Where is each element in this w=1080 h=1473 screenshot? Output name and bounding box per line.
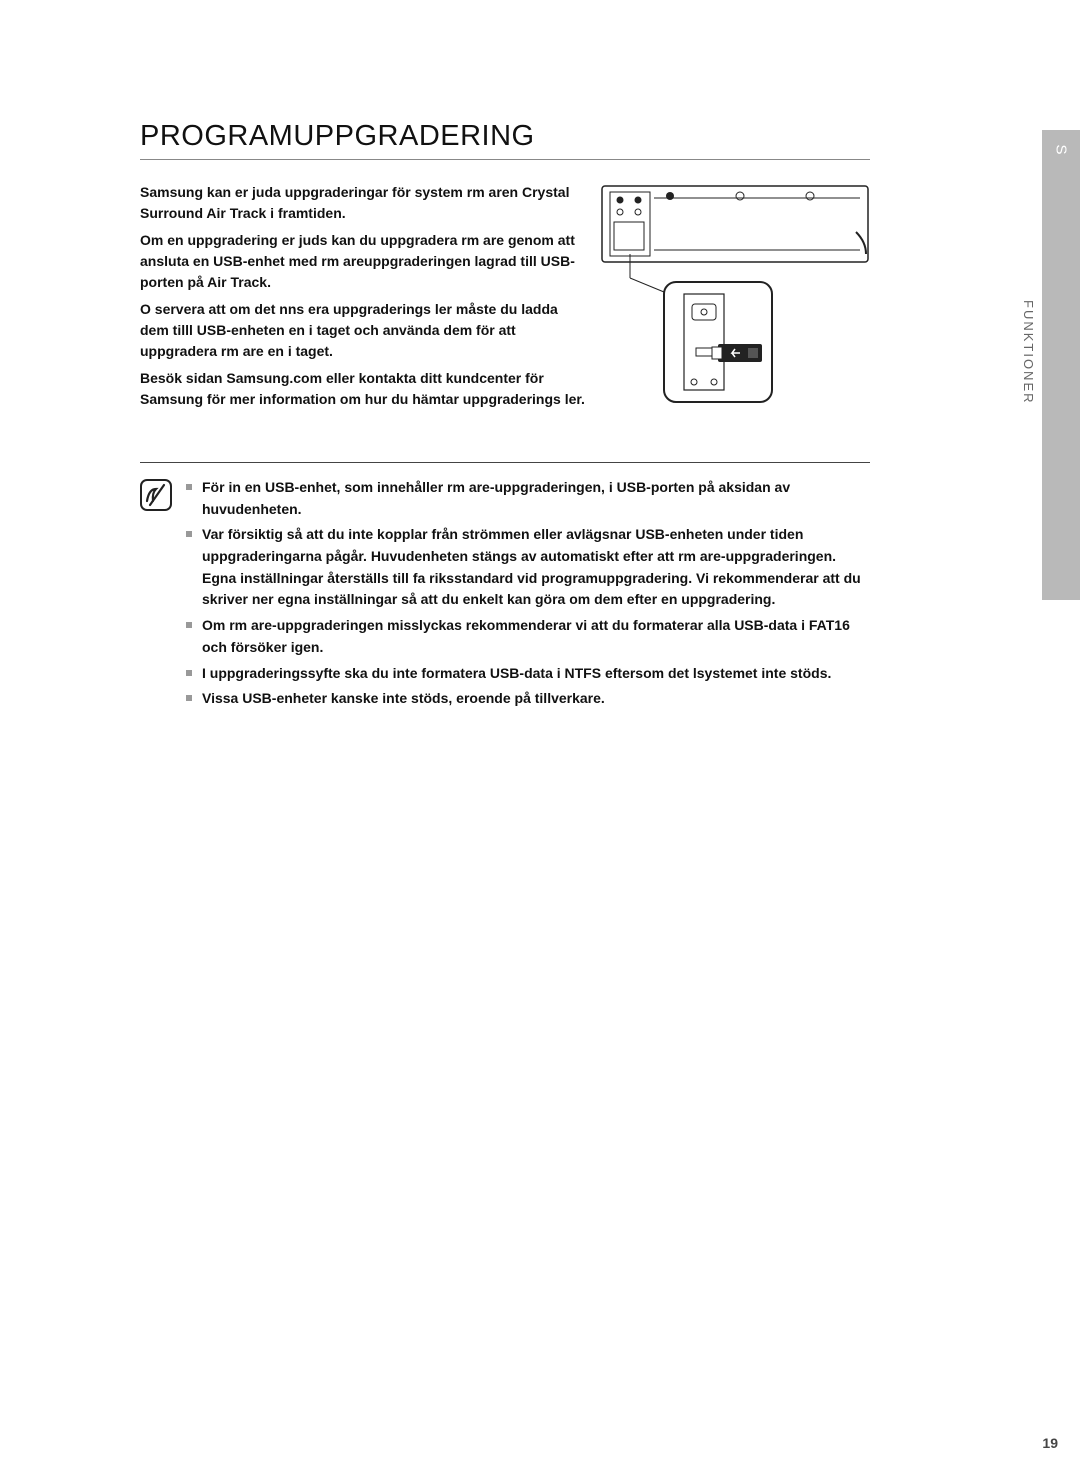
note-item-1: För in en USB-enhet, som innehåller rm a…	[186, 477, 870, 520]
note-item-2: Var försiktig så att du inte kopplar frå…	[186, 524, 870, 611]
note-item-5: Vissa USB-enheter kanske inte stöds, ero…	[186, 688, 870, 710]
note-item-4: I uppgraderingssyfte ska du inte formate…	[186, 663, 870, 685]
paragraph-4: Besök sidan Samsung.com eller kontakta d…	[140, 368, 590, 410]
page-content: PROGRAMUPPGRADERING Samsung kan er juda …	[140, 120, 870, 714]
body-row: Samsung kan er juda uppgraderingar för s…	[140, 182, 870, 416]
side-tab-section-label: FUNKTIONER	[1021, 300, 1036, 405]
paragraph-2: Om en uppgradering er juds kan du uppgra…	[140, 230, 590, 293]
note-icon	[140, 479, 172, 511]
section-heading: PROGRAMUPPGRADERING	[140, 120, 535, 153]
note-item-3: Om rm are-uppgraderingen misslyckas reko…	[186, 615, 870, 658]
note-separator	[140, 462, 870, 463]
figure-soundbar-usb	[600, 182, 870, 416]
heading-row: PROGRAMUPPGRADERING	[140, 120, 870, 160]
note-list: För in en USB-enhet, som innehåller rm a…	[186, 477, 870, 714]
body-text: Samsung kan er juda uppgraderingar för s…	[140, 182, 590, 416]
page-number: 19	[1042, 1435, 1058, 1451]
note-block: För in en USB-enhet, som innehåller rm a…	[140, 477, 870, 714]
paragraph-3: O servera att om det nns era uppgraderin…	[140, 299, 590, 362]
paragraph-1: Samsung kan er juda uppgraderingar för s…	[140, 182, 590, 224]
side-tab: S	[1042, 130, 1080, 600]
side-tab-top-letter: S	[1053, 144, 1070, 156]
